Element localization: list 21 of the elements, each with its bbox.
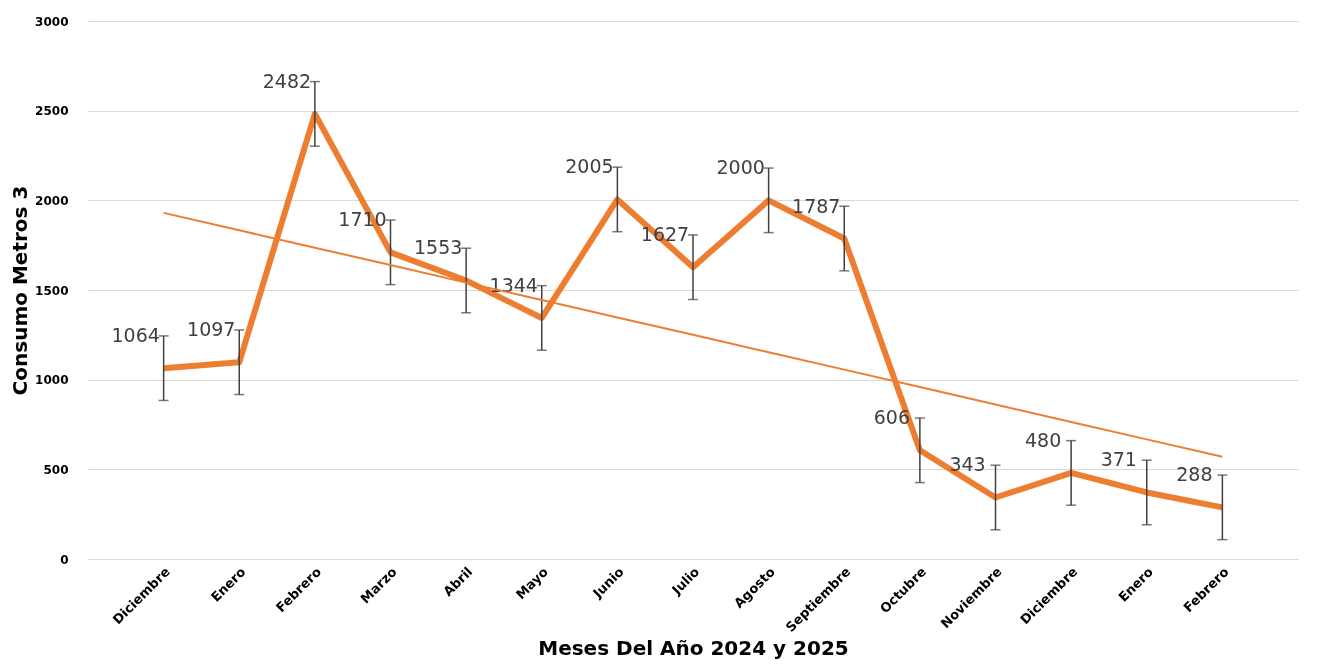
y-tick-label: 500 [43,462,69,477]
data-label: 2482 [262,69,312,92]
data-label: 1064 [111,324,160,347]
data-label: 1787 [792,194,841,217]
data-label: 1097 [187,318,236,341]
data-label: 1344 [489,273,538,296]
x-axis-title: Meses Del Año 2024 y 2025 [538,635,849,660]
data-label: 2000 [716,156,765,179]
data-label: 288 [1176,463,1213,486]
y-tick-label: 0 [60,552,69,567]
data-label: 343 [949,453,986,476]
y-tick-label: 3000 [35,14,69,29]
data-label: 371 [1100,448,1137,471]
y-tick-label: 1500 [35,283,69,298]
data-label: 2005 [565,155,614,178]
y-axis-title: Consumo Metros 3 [8,185,33,396]
y-tick-label: 1000 [35,373,69,388]
data-label: 480 [1024,428,1062,451]
y-tick-label: 2000 [35,193,69,208]
y-tick-label: 2500 [35,104,69,119]
data-label: 1553 [413,236,463,259]
